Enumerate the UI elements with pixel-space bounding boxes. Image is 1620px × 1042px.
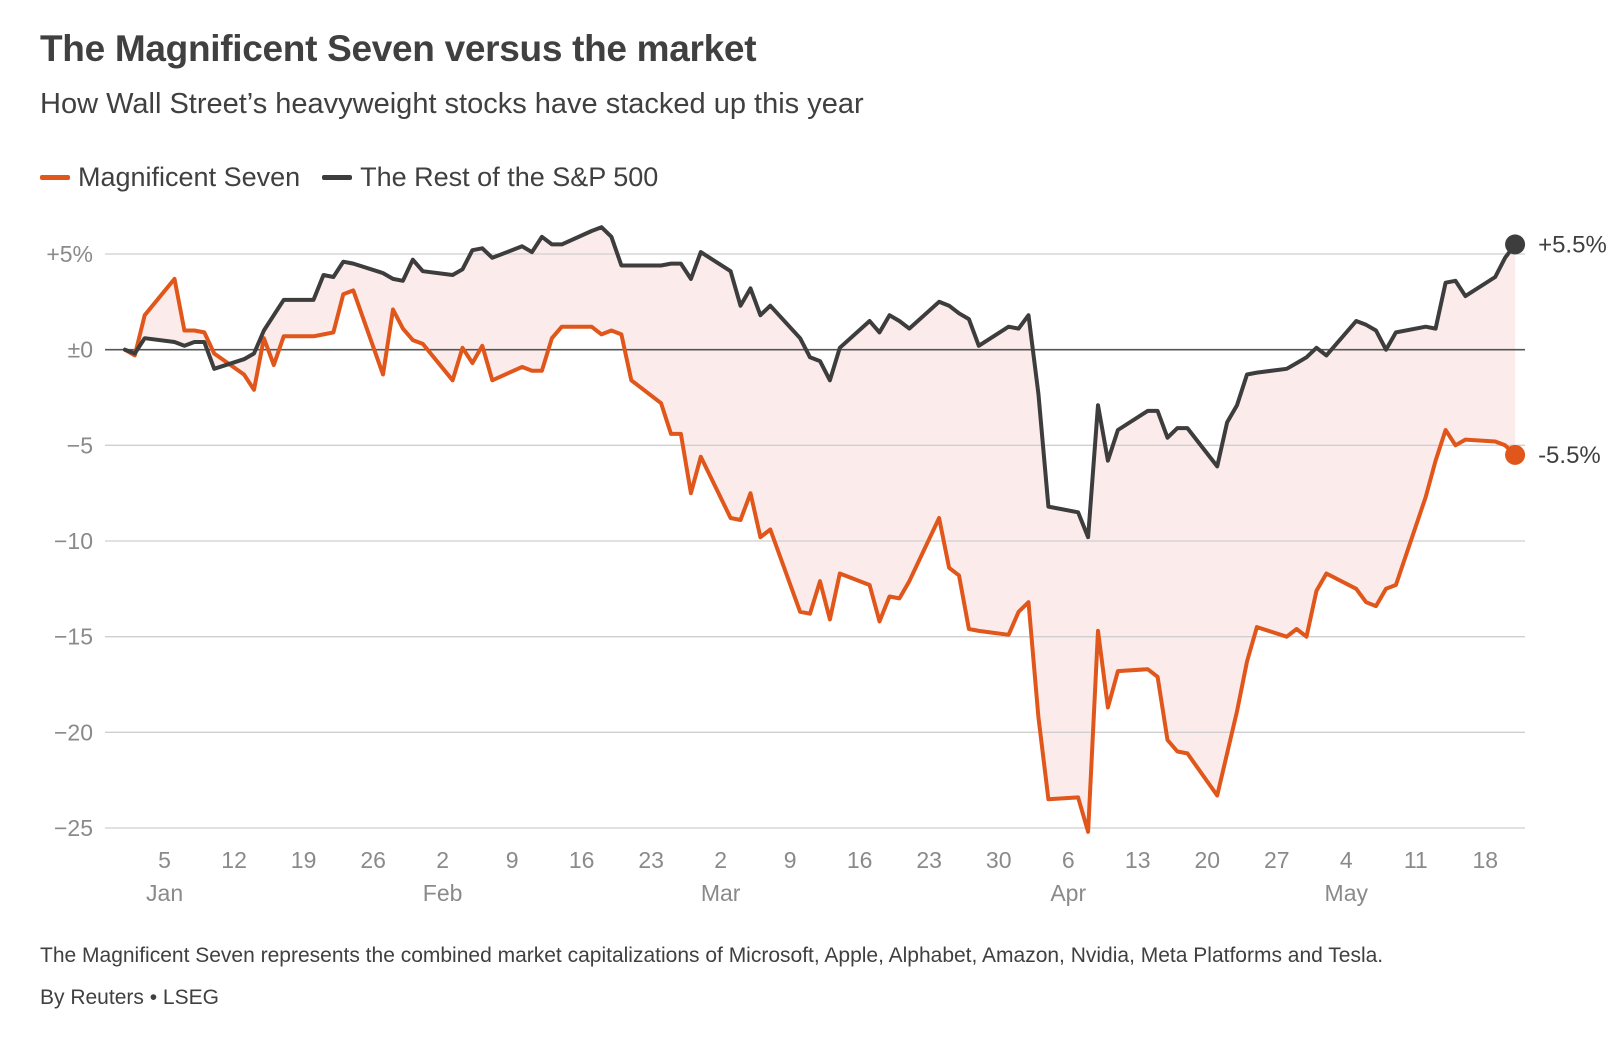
x-month-label: Jan xyxy=(146,880,183,906)
y-tick-label: −5 xyxy=(67,432,93,458)
y-tick-label: −20 xyxy=(54,719,93,745)
end-marker-rest xyxy=(1505,234,1526,255)
y-tick-label: −10 xyxy=(54,528,93,554)
x-tick-label: 16 xyxy=(847,847,873,873)
footnote: The Magnificent Seven represents the com… xyxy=(40,944,1384,967)
y-tick-label: −15 xyxy=(54,624,93,650)
x-tick-label: 26 xyxy=(360,847,386,873)
x-tick-label: 27 xyxy=(1264,847,1290,873)
x-tick-label: 20 xyxy=(1194,847,1220,873)
series-line-mag7 xyxy=(122,276,1518,834)
y-tick-label: ±0 xyxy=(68,337,93,363)
y-tick-label: +5% xyxy=(46,241,93,267)
x-tick-label: 5 xyxy=(158,847,171,873)
x-month-label: Mar xyxy=(701,880,741,906)
legend-label-rest: The Rest of the S&P 500 xyxy=(360,162,659,192)
chart-title: The Magnificent Seven versus the market xyxy=(40,28,757,69)
x-month-label: Apr xyxy=(1050,880,1086,906)
y-tick-label: −25 xyxy=(54,815,93,841)
x-tick-label: 19 xyxy=(291,847,317,873)
end-label-mag7: -5.5% xyxy=(1538,442,1601,469)
x-tick-label: 11 xyxy=(1404,847,1428,873)
x-tick-label: 9 xyxy=(784,847,797,873)
x-tick-label: 13 xyxy=(1125,847,1151,873)
x-tick-label: 6 xyxy=(1062,847,1075,873)
x-tick-label: 30 xyxy=(986,847,1012,873)
x-tick-label: 9 xyxy=(506,847,519,873)
x-tick-label: 2 xyxy=(436,847,449,873)
series-line-rest xyxy=(122,225,1518,540)
end-marker-mag7 xyxy=(1505,444,1526,465)
x-tick-label: 18 xyxy=(1472,847,1498,873)
x-tick-label: 2 xyxy=(714,847,727,873)
end-label-rest: +5.5% xyxy=(1538,231,1607,258)
x-month-label: May xyxy=(1325,880,1369,906)
legend-item-rest: The Rest of the S&P 500 xyxy=(322,162,658,193)
x-tick-label: 16 xyxy=(569,847,595,873)
legend-label-mag7: Magnificent Seven xyxy=(78,162,301,192)
legend-item-mag7: Magnificent Seven xyxy=(40,162,300,193)
legend: Magnificent Seven The Rest of the S&P 50… xyxy=(40,162,680,193)
gap-shaded-area xyxy=(124,227,1516,832)
legend-swatch-mag7 xyxy=(40,175,70,180)
x-tick-label: 12 xyxy=(221,847,247,873)
x-tick-label: 23 xyxy=(638,847,664,873)
line-chart: +5%±0−5−10−15−20−25-5.5%+5.5%5 12 19 26 2 9 16… xyxy=(46,225,1607,906)
source-credit: By Reuters • LSEG xyxy=(40,986,219,1009)
legend-swatch-rest xyxy=(322,175,353,180)
x-month-label: Feb xyxy=(423,880,463,906)
x-tick-label: 4 xyxy=(1340,847,1353,873)
x-tick-label: 23 xyxy=(916,847,942,873)
chart-subtitle: How Wall Street’s heavyweight stocks hav… xyxy=(40,88,864,120)
